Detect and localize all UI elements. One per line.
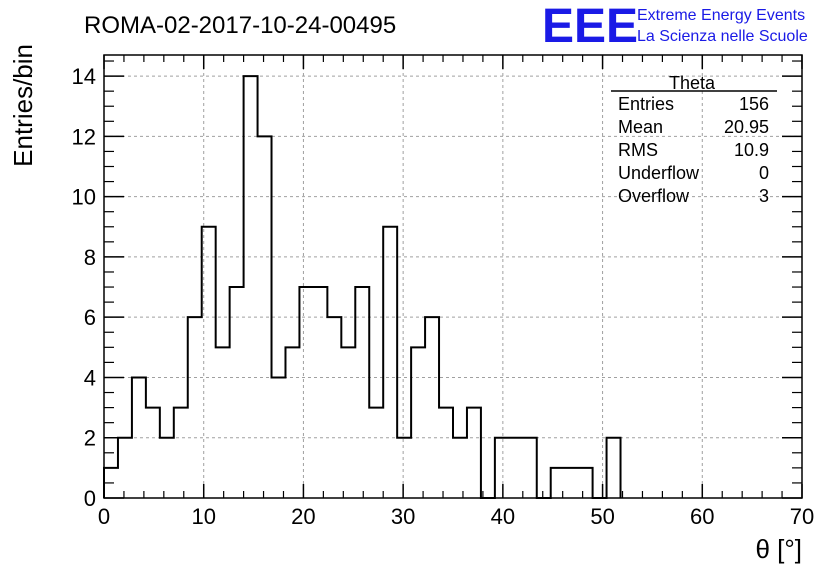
- x-tick-labels: 0 10 20 30 40 50 60 70: [98, 504, 814, 529]
- stats-label: RMS: [618, 140, 658, 160]
- x-tick-label: 10: [191, 504, 215, 529]
- y-axis-label: Entries/bin: [8, 44, 38, 167]
- histogram-bin: [272, 377, 286, 498]
- stats-label: Entries: [618, 94, 674, 114]
- plot-frame: [103, 54, 803, 499]
- histogram-bin: [453, 438, 467, 498]
- histogram-bin: [327, 317, 341, 498]
- y-tick-label: 4: [84, 365, 96, 390]
- x-tick-label: 50: [590, 504, 614, 529]
- stats-value: 3: [759, 186, 769, 206]
- x-axis-label: θ [°]: [755, 534, 802, 564]
- stats-rows: Entries 156 Mean 20.95 RMS 10.9 Underflow 0 Over…: [618, 94, 769, 206]
- histogram-outline: [103, 75, 622, 499]
- logo-mark: EEE: [542, 0, 638, 53]
- histogram-bin: [509, 438, 523, 498]
- histogram-bin: [565, 468, 579, 498]
- histogram-bin: [495, 438, 509, 498]
- x-tick-label: 30: [391, 504, 415, 529]
- histogram-bin: [411, 347, 425, 498]
- y-tick-label: 12: [72, 124, 96, 149]
- histogram-bin: [579, 468, 593, 498]
- stats-value: 156: [739, 94, 769, 114]
- histogram-bin: [285, 347, 299, 498]
- logo-line1: Extreme Energy Events: [637, 7, 805, 24]
- stats-label: Mean: [618, 117, 663, 137]
- histogram-bin: [397, 438, 411, 498]
- stats-label: Underflow: [618, 163, 700, 183]
- y-tick-label: 6: [84, 305, 96, 330]
- chart-title: ROMA-02-2017-10-24-00495: [84, 12, 396, 39]
- histogram-bin: [216, 347, 230, 498]
- y-tick-label: 10: [72, 185, 96, 210]
- histogram-bin: [313, 287, 327, 498]
- x-tick-label: 70: [790, 504, 814, 529]
- stats-value: 10.9: [734, 140, 769, 160]
- histogram-bin: [299, 287, 313, 498]
- histogram-bin: [355, 287, 369, 498]
- x-tick-label: 0: [98, 504, 110, 529]
- histogram-bin: [188, 317, 202, 498]
- stats-title: Theta: [669, 73, 716, 93]
- logo-line2: La Scienza nelle Scuole: [637, 28, 808, 45]
- stats-label: Overflow: [618, 186, 690, 206]
- y-tick-label: 0: [84, 486, 96, 511]
- stats-value: 20.95: [724, 117, 769, 137]
- histogram-bars: [104, 76, 621, 498]
- histogram-bin: [202, 227, 216, 498]
- histogram-bin: [174, 408, 188, 498]
- x-tick-label: 60: [690, 504, 714, 529]
- histogram-bin: [467, 408, 481, 498]
- histogram-bin: [523, 438, 537, 498]
- histogram-bin: [146, 408, 160, 498]
- histogram-bin: [132, 377, 146, 498]
- histogram-bin: [439, 408, 453, 498]
- histogram-bin: [230, 287, 244, 498]
- histogram-bin: [369, 408, 383, 498]
- grid: [104, 55, 802, 498]
- histogram-bin: [244, 76, 258, 498]
- histogram-bin: [118, 438, 132, 498]
- eee-logo: EEE Extreme Energy Events La Scienza nel…: [542, 0, 808, 53]
- y-tick-label: 8: [84, 245, 96, 270]
- y-tick-label: 2: [84, 426, 96, 451]
- x-tick-label: 40: [491, 504, 515, 529]
- y-tick-labels: 0 2 4 6 8 10 12 14: [72, 64, 96, 511]
- histogram-bin: [258, 136, 272, 498]
- histogram-bin: [607, 438, 621, 498]
- y-tick-label: 14: [72, 64, 96, 89]
- x-tick-label: 20: [291, 504, 315, 529]
- histogram-bin: [383, 227, 397, 498]
- stats-value: 0: [759, 163, 769, 183]
- histogram-bin: [160, 438, 174, 498]
- axis-ticks: [103, 55, 803, 499]
- histogram-bin: [425, 317, 439, 498]
- histogram-bin: [341, 347, 355, 498]
- stats-box: Theta Entries 156 Mean 20.95 RMS 10.9 Underflo…: [611, 73, 777, 206]
